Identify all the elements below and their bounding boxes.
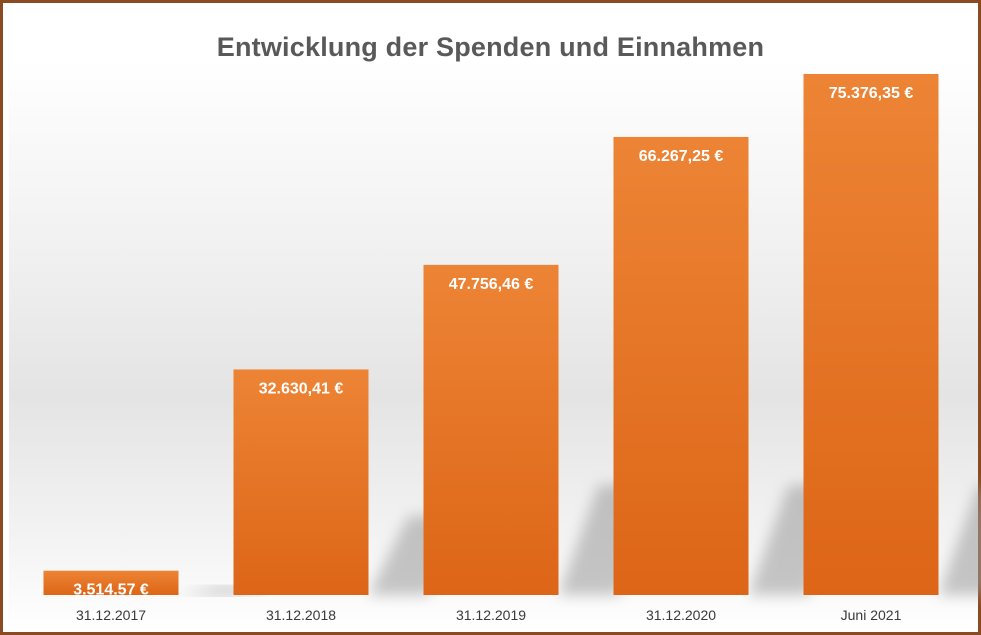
x-tick-layer: 31.12.2017 31.12.2018 31.12.2019 31.12.2020… xyxy=(76,607,902,623)
data-label-2: 47.756,46 € xyxy=(449,276,534,293)
data-label-0: 3.514.57 € xyxy=(73,582,149,599)
data-label-layer: 3.514.57 € 32.630,41 € 47.756,46 € 66.267,2… xyxy=(73,85,913,599)
x-tick-label-3: 31.12.2020 xyxy=(646,607,716,623)
x-tick-label-2: 31.12.2019 xyxy=(456,607,526,623)
data-label-1: 32.630,41 € xyxy=(259,380,344,397)
x-tick-label-0: 31.12.2017 xyxy=(76,607,146,623)
data-label-4: 75.376,35 € xyxy=(829,85,914,102)
x-tick-label-4: Juni 2021 xyxy=(841,607,902,623)
bar-layer xyxy=(43,73,939,596)
chart-title: Entwicklung der Spenden und Einnahmen xyxy=(216,32,765,62)
bar-0 xyxy=(43,570,179,595)
bar-3 xyxy=(613,136,749,596)
bar-4 xyxy=(803,73,939,595)
x-tick-label-1: 31.12.2018 xyxy=(266,607,336,623)
bar-2 xyxy=(423,264,559,595)
bar-shadow xyxy=(938,485,981,595)
bar-1 xyxy=(233,369,369,595)
data-label-3: 66.267,25 € xyxy=(639,148,724,165)
